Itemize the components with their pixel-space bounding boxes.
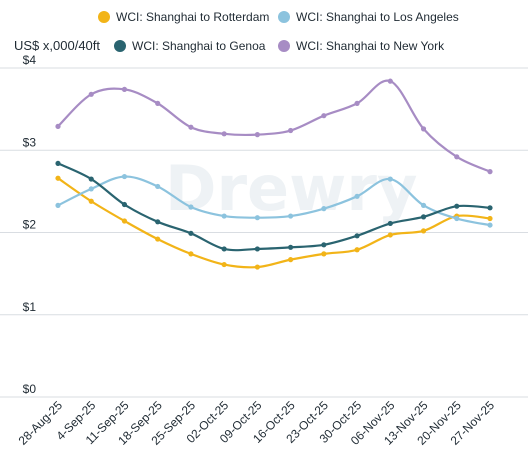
grid: [0, 67, 528, 398]
data-point: [155, 183, 161, 190]
data-point: [88, 186, 94, 192]
series-group: [55, 78, 493, 175]
legend-item: WCI: Shanghai to Los Angeles: [278, 10, 459, 24]
data-point: [487, 205, 493, 211]
data-point: [354, 193, 360, 199]
legend-marker: [278, 11, 290, 23]
legend-marker: [98, 11, 110, 23]
legend-item: WCI: Shanghai to Rotterdam: [98, 10, 269, 24]
legend-marker: [278, 40, 290, 52]
unit-label: US$ x,000/40ft: [14, 38, 100, 53]
data-point: [420, 214, 427, 220]
data-point: [121, 218, 128, 224]
legend-item: WCI: Shanghai to Genoa: [114, 39, 266, 53]
data-point: [188, 251, 194, 257]
data-point: [321, 113, 327, 119]
series-line: [56, 162, 492, 252]
y-tick-label: $1: [23, 300, 37, 314]
data-point: [254, 215, 260, 221]
data-point: [88, 198, 94, 204]
data-point: [354, 247, 360, 253]
data-point: [88, 176, 94, 182]
data-point: [55, 202, 61, 208]
data-point: [221, 246, 227, 252]
x-tick-label: 28-Aug-25: [16, 398, 66, 448]
data-point: [254, 264, 260, 270]
data-point: [155, 100, 161, 106]
data-point: [321, 251, 327, 257]
data-point: [288, 213, 294, 219]
y-tick-label: $0: [23, 382, 37, 396]
data-point: [88, 91, 94, 97]
data-point: [221, 261, 227, 268]
legend-item: WCI: Shanghai to New York: [278, 39, 445, 53]
data-point: [354, 233, 360, 239]
data-point: [55, 160, 61, 167]
data-point: [188, 124, 194, 130]
data-point: [454, 203, 460, 209]
data-point: [121, 173, 128, 180]
data-point: [420, 126, 427, 132]
data-point: [387, 220, 393, 227]
data-point: [121, 86, 128, 92]
y-tick-label: $3: [23, 135, 37, 149]
data-point: [254, 246, 260, 252]
data-point: [188, 204, 194, 210]
data-point: [321, 242, 327, 248]
data-point: [288, 127, 294, 134]
legend-label: WCI: Shanghai to Los Angeles: [296, 10, 459, 24]
series-line: [56, 177, 492, 269]
data-point: [454, 154, 460, 160]
legend-label: WCI: Shanghai to Genoa: [132, 39, 266, 53]
series-group: [55, 175, 493, 270]
data-point: [321, 206, 327, 212]
y-axis: $0 $1 $2 $3 $4: [23, 53, 37, 396]
data-point: [420, 228, 427, 234]
series-line: [56, 175, 492, 227]
series-layer: [55, 78, 493, 270]
data-point: [387, 176, 393, 182]
legend: WCI: Shanghai to Rotterdam WCI: Shanghai…: [98, 10, 459, 53]
data-point: [487, 169, 493, 175]
y-tick-label: $2: [23, 218, 37, 232]
data-point: [420, 202, 427, 208]
data-point: [254, 132, 260, 138]
data-point: [155, 219, 161, 225]
data-point: [387, 78, 393, 84]
data-point: [221, 131, 227, 137]
data-point: [155, 236, 161, 242]
legend-label: WCI: Shanghai to Rotterdam: [116, 10, 269, 24]
legend-label: WCI: Shanghai to New York: [296, 39, 445, 53]
data-point: [188, 230, 194, 236]
data-point: [454, 215, 460, 222]
data-point: [354, 100, 360, 106]
series-group: [55, 173, 493, 228]
legend-marker: [114, 40, 126, 52]
data-point: [487, 215, 493, 222]
data-point: [55, 175, 61, 181]
data-point: [221, 213, 227, 219]
data-point: [288, 244, 294, 250]
y-tick-label: $4: [23, 53, 37, 67]
data-point: [387, 232, 393, 238]
data-point: [288, 257, 294, 263]
series-group: [55, 160, 493, 252]
data-point: [487, 222, 493, 228]
data-point: [121, 201, 128, 208]
x-axis: 28-Aug-254-Sep-2511-Sep-2518-Sep-2525-Se…: [16, 398, 498, 448]
data-point: [55, 123, 61, 129]
series-line: [56, 79, 492, 173]
